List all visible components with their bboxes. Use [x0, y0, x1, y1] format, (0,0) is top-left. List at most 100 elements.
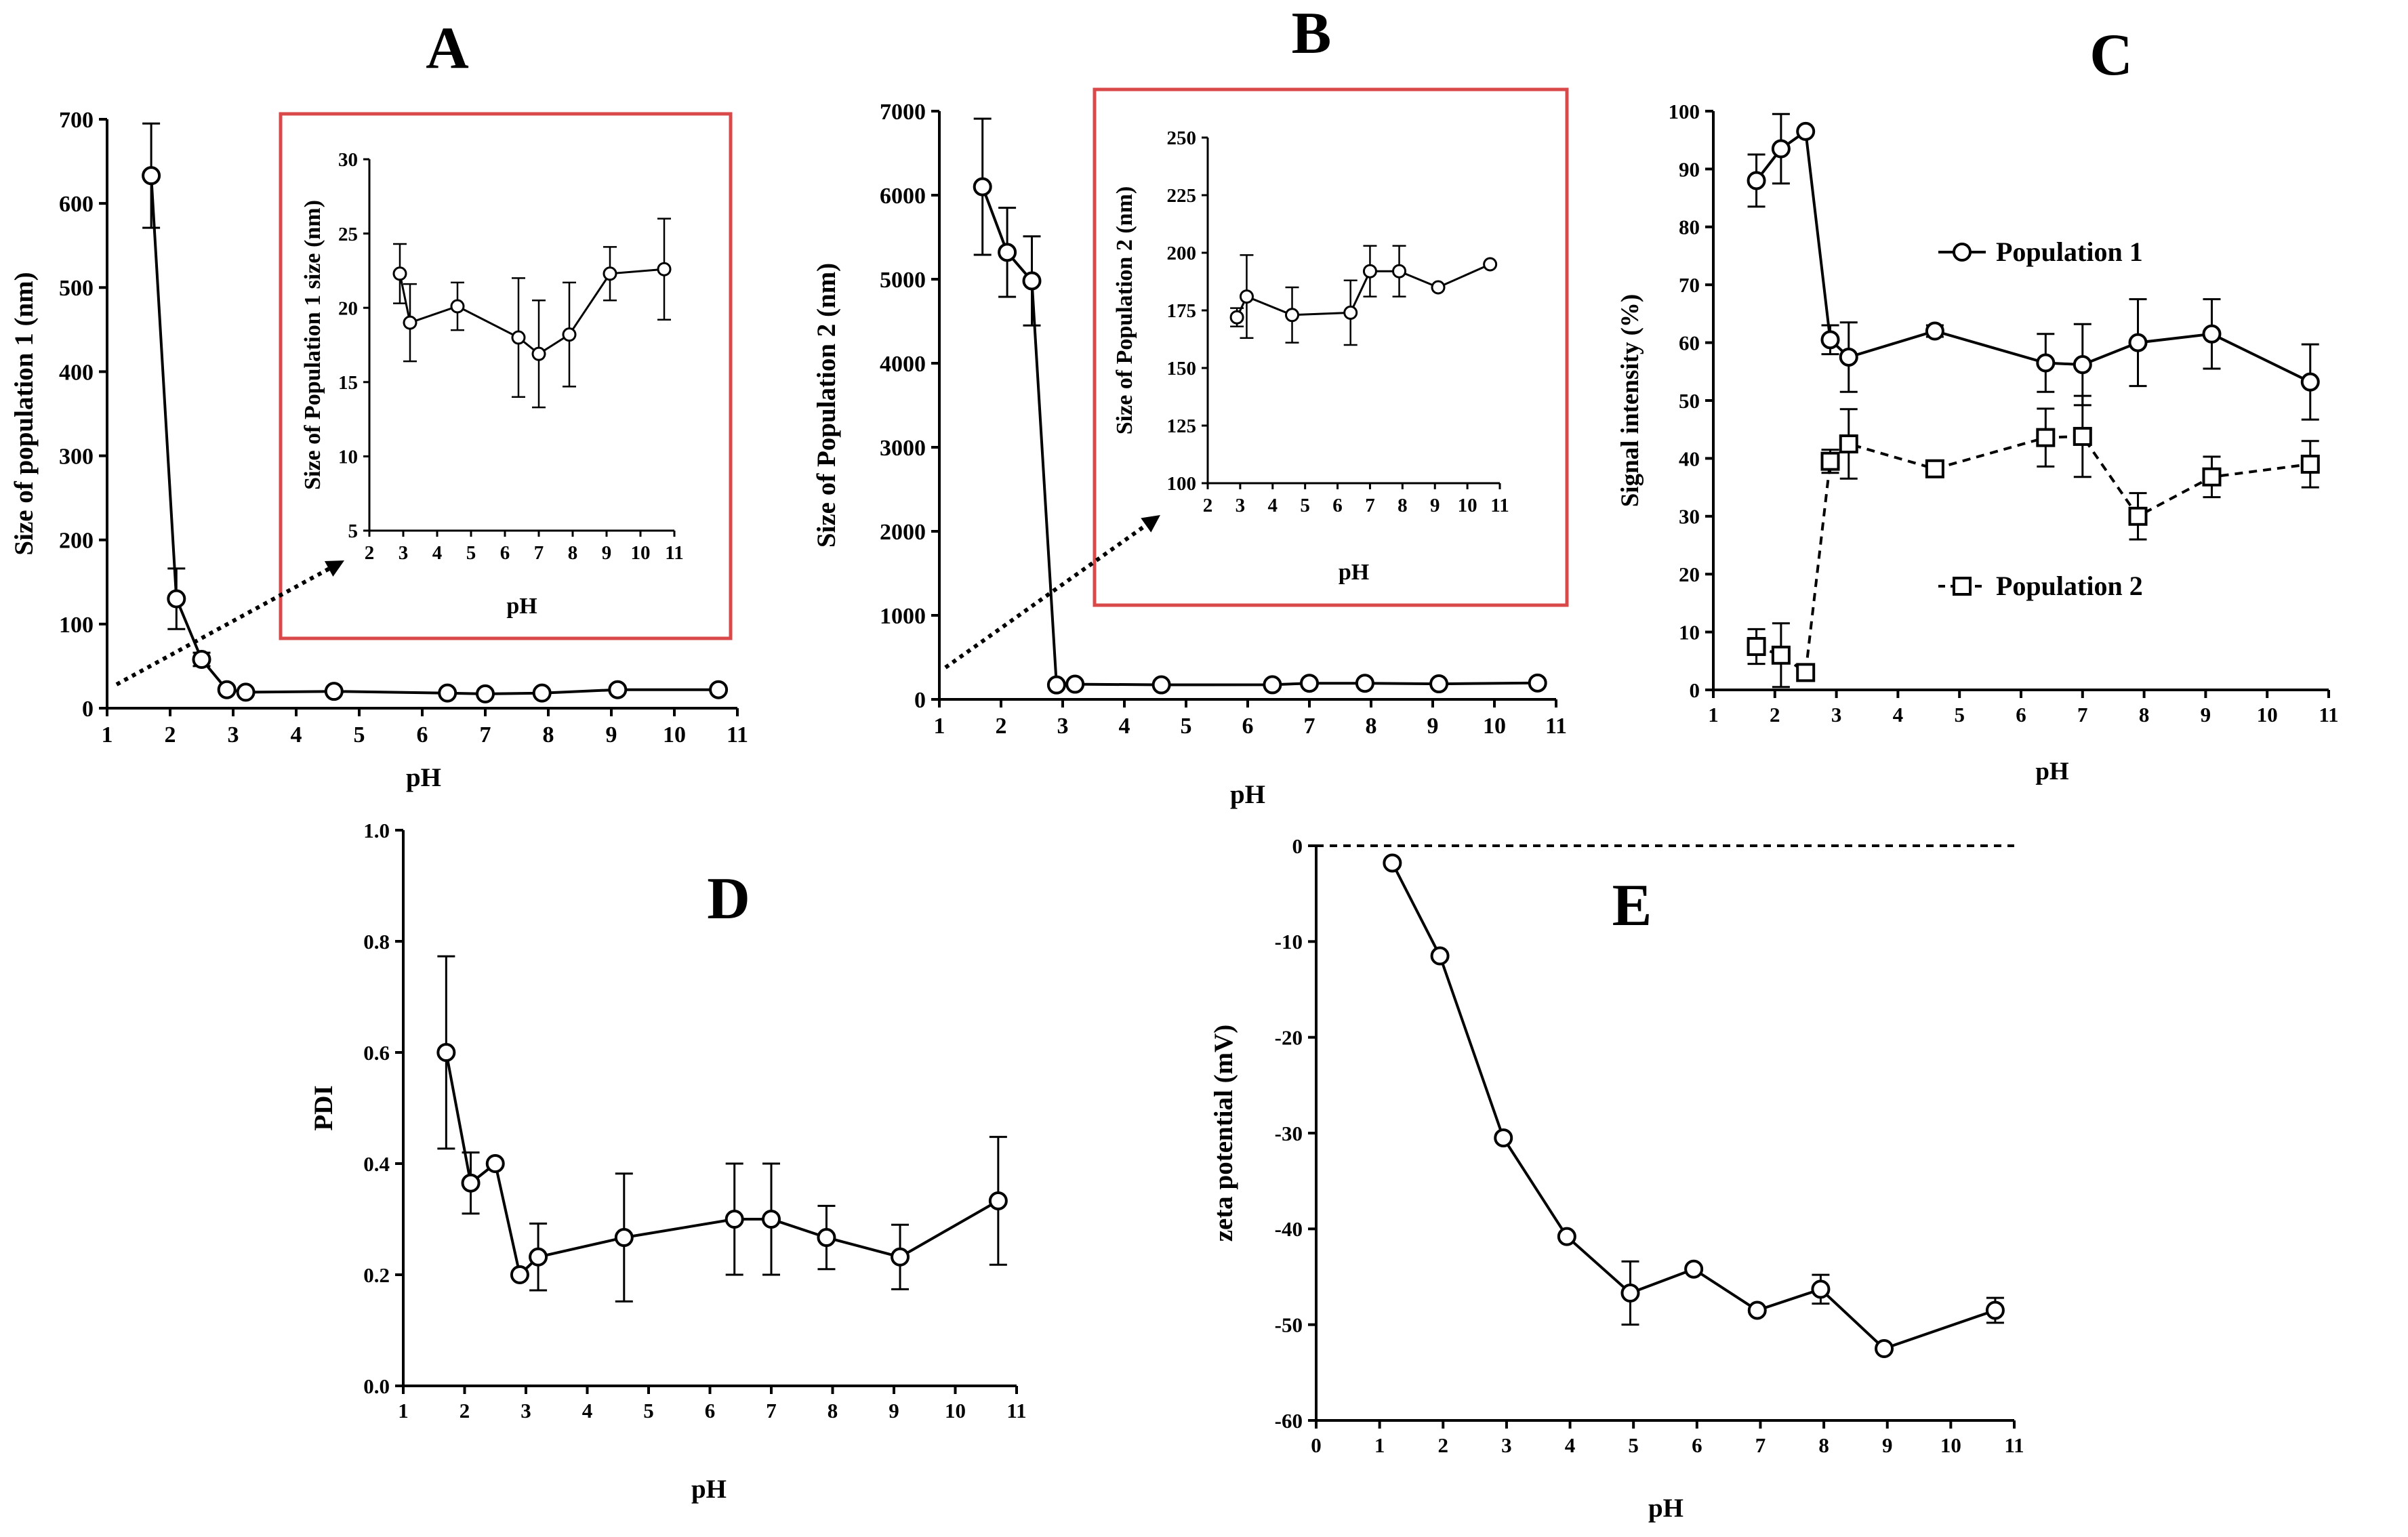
data-point-circle — [510, 1265, 529, 1284]
x-tick-label: 9 — [889, 1399, 899, 1422]
inset-frame — [279, 112, 733, 640]
x-tick-label: 9 — [606, 722, 617, 747]
y-tick-label: 10 — [338, 447, 358, 468]
x-tick-label: 2 — [460, 1399, 470, 1422]
inset-y-axis-title: Size of Population 2 (nm) — [1112, 186, 1137, 434]
data-point-circle — [142, 166, 161, 186]
x-tick-label: 4 — [582, 1399, 593, 1422]
x-tick-label: 5 — [1300, 495, 1310, 516]
y-tick-label: 25 — [338, 224, 358, 245]
x-tick-label: 5 — [643, 1399, 654, 1422]
y-axis-title: Size of population 1 (nm) — [9, 272, 39, 555]
data-point-square — [1839, 434, 1858, 454]
x-tick-label: 2 — [1770, 703, 1780, 726]
y-tick-label: -30 — [1275, 1122, 1303, 1145]
y-tick-label: 100 — [1669, 100, 1700, 123]
x-tick-label: 7 — [480, 722, 491, 747]
data-point-circle — [562, 327, 577, 342]
x-tick-label: 2 — [165, 722, 176, 747]
series-line — [445, 1052, 999, 1277]
data-point-circle — [657, 262, 672, 276]
x-axis-title: pH — [1230, 780, 1265, 809]
panel-e: E 0 1 2 3 4 5 6 7 8 9 10 11 -60 -50 -40 -30 -20 -10 0 pH zeta… — [1209, 834, 2024, 1523]
data-point-circle — [1557, 1227, 1576, 1246]
data-point-circle — [436, 1043, 456, 1062]
data-point-circle — [1431, 280, 1446, 295]
data-point-circle — [1811, 1279, 1831, 1299]
inset-chart: 2 3 4 5 6 7 8 9 10 11 5 10 15 20 25 30 pH Size of Populat… — [279, 112, 733, 640]
data-point-circle — [461, 1173, 481, 1193]
inset-y-axis-title: Size of Population 1 size (nm) — [300, 200, 325, 490]
x-tick-label: 0 — [1311, 1433, 1322, 1457]
data-point-circle — [2036, 353, 2056, 373]
data-point-square — [2073, 426, 2092, 446]
x-tick-label: 5 — [1181, 714, 1192, 739]
x-tick-label: 2 — [996, 714, 1007, 739]
data-point-circle — [614, 1228, 634, 1248]
y-tick-label: 1.0 — [363, 819, 390, 842]
x-tick-label: 10 — [1483, 714, 1506, 739]
y-tick-label: 0.4 — [363, 1152, 390, 1176]
data-point-square — [1796, 663, 1816, 682]
data-point-circle — [1383, 853, 1402, 873]
y-axis-title: zeta potential (mV) — [1209, 1025, 1238, 1242]
x-tick-label: 3 — [1501, 1433, 1512, 1457]
x-tick-label: 9 — [1882, 1433, 1893, 1457]
panel-c: C 1 2 3 4 5 6 7 8 9 10 11 0 10 20 30 40 50 60 70 80 90 100 pH Si… — [1616, 22, 2339, 785]
x-tick-label: 4 — [291, 722, 302, 747]
data-point-circle — [2128, 333, 2148, 352]
x-tick-label: 1 — [398, 1399, 409, 1422]
y-tick-label: 0.8 — [363, 930, 390, 954]
data-point-circle — [167, 589, 186, 609]
data-point-circle — [1494, 1128, 1513, 1148]
y-tick-label: -50 — [1275, 1313, 1303, 1337]
y-tick-label: 5000 — [880, 268, 926, 293]
x-tick-label: 5 — [354, 722, 365, 747]
data-point-square — [1820, 451, 1840, 471]
x-tick-label: 8 — [543, 722, 554, 747]
y-tick-label: 0 — [1690, 678, 1700, 702]
data-point-circle — [438, 683, 457, 703]
x-tick-label: 2 — [1438, 1433, 1449, 1457]
x-tick-label: 6 — [1692, 1433, 1702, 1457]
x-tick-label: 9 — [2201, 703, 2211, 726]
y-tick-label: 2000 — [880, 520, 926, 545]
data-point-circle — [1684, 1259, 1704, 1279]
panel-label: B — [1292, 1, 1332, 66]
data-point-circle — [192, 649, 211, 669]
inset-x-axis-title: pH — [506, 594, 537, 619]
y-tick-label: 400 — [59, 360, 94, 385]
panel-d: D 1 2 3 4 5 6 7 8 9 10 11 0.0 0.2 0.4 0.6 0.8 1.0 pH PDI — [309, 819, 1027, 1504]
data-point-square — [1953, 577, 1972, 596]
panel-label: E — [1612, 873, 1652, 939]
y-axis-title: Signal intensity (%) — [1616, 294, 1644, 508]
panel-b: B 1 2 3 4 5 6 7 8 9 10 11 0 1000 2000 3000 4000 5000 6000 7… — [812, 1, 1569, 809]
zoom-arrow-line — [944, 523, 1147, 670]
y-tick-label: 4000 — [880, 352, 926, 377]
y-tick-label: 5 — [348, 520, 359, 542]
data-point-circle — [1985, 1300, 2005, 1320]
y-tick-label: -40 — [1275, 1217, 1303, 1241]
data-point-circle — [485, 1154, 505, 1173]
series-line — [1755, 434, 2311, 675]
legend-label: Population 2 — [1996, 571, 2143, 601]
y-tick-label: 200 — [1167, 243, 1197, 264]
data-point-circle — [1229, 310, 1244, 325]
x-tick-label: 3 — [1831, 703, 1842, 726]
x-tick-label: 7 — [1755, 1433, 1766, 1457]
panel-label: D — [707, 866, 750, 932]
data-point-circle — [1429, 674, 1449, 694]
series-line — [399, 268, 665, 356]
data-point-circle — [1343, 305, 1358, 320]
data-point-circle — [891, 1247, 910, 1267]
y-tick-label: 100 — [1167, 473, 1197, 495]
x-tick-label: 11 — [665, 542, 683, 564]
data-point-square — [2036, 428, 2056, 447]
data-point-circle — [1820, 330, 1840, 350]
data-point-circle — [1300, 674, 1319, 693]
data-point-circle — [1747, 1300, 1767, 1320]
data-point-circle — [1771, 139, 1791, 159]
inset-chart: 2 3 4 5 6 7 8 9 10 11 100 125 150 175 200 225 250 pH Size … — [1093, 87, 1569, 607]
data-point-circle — [236, 682, 256, 702]
x-tick-label: 3 — [399, 542, 409, 564]
